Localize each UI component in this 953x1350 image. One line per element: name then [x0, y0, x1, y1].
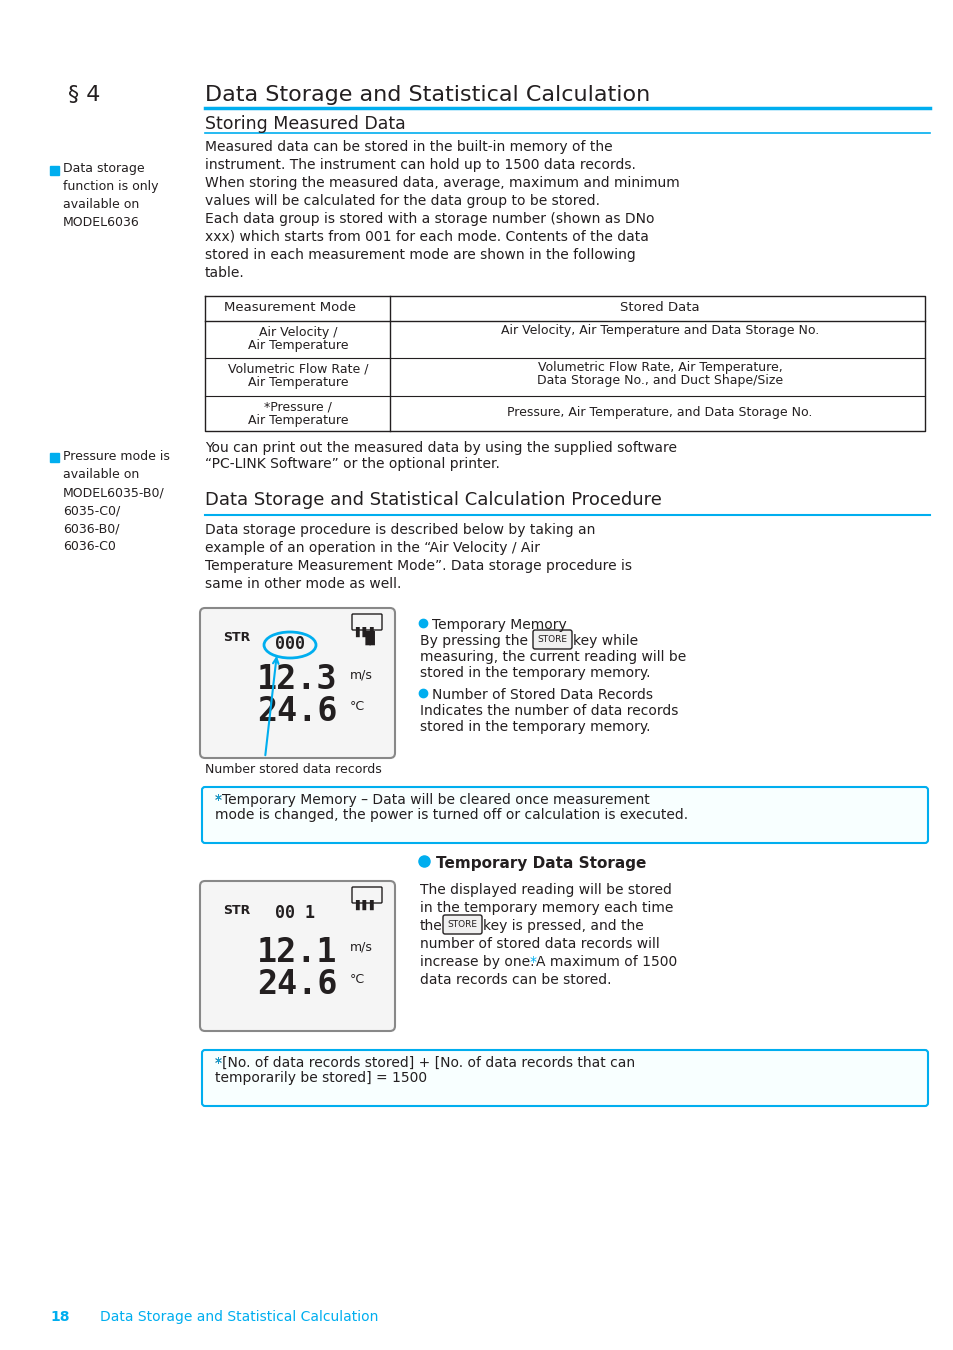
- Text: m/s: m/s: [350, 941, 373, 954]
- Text: Air Velocity, Air Temperature and Data Storage No.: Air Velocity, Air Temperature and Data S…: [500, 324, 819, 338]
- Text: Data Storage and Statistical Calculation Procedure: Data Storage and Statistical Calculation…: [205, 491, 661, 509]
- Text: the: the: [419, 919, 442, 933]
- Text: STORE: STORE: [447, 919, 476, 929]
- Text: 24.6: 24.6: [256, 695, 337, 728]
- Text: Data Storage No., and Duct Shape/Size: Data Storage No., and Duct Shape/Size: [537, 374, 782, 387]
- Text: ▌▌▌: ▌▌▌: [355, 626, 377, 637]
- Text: Indicates the number of data records: Indicates the number of data records: [419, 703, 678, 718]
- Text: Data Storage and Statistical Calculation: Data Storage and Statistical Calculation: [205, 85, 650, 105]
- Text: Stored Data: Stored Data: [619, 301, 700, 315]
- Text: instrument. The instrument can hold up to 1500 data records.: instrument. The instrument can hold up t…: [205, 158, 636, 171]
- FancyBboxPatch shape: [200, 608, 395, 757]
- Text: stored in the temporary memory.: stored in the temporary memory.: [419, 720, 650, 734]
- Text: Data Storage and Statistical Calculation: Data Storage and Statistical Calculation: [100, 1310, 378, 1324]
- Text: When storing the measured data, average, maximum and minimum: When storing the measured data, average,…: [205, 176, 679, 190]
- Text: mode is changed, the power is turned off or calculation is executed.: mode is changed, the power is turned off…: [214, 809, 687, 822]
- Text: *: *: [214, 792, 222, 807]
- FancyBboxPatch shape: [200, 882, 395, 1031]
- Text: Measured data can be stored in the built-in memory of the: Measured data can be stored in the built…: [205, 140, 612, 154]
- Text: stored in each measurement mode are shown in the following: stored in each measurement mode are show…: [205, 248, 635, 262]
- Bar: [50, 454, 59, 462]
- Text: xxx) which starts from 001 for each mode. Contents of the data: xxx) which starts from 001 for each mode…: [205, 230, 648, 244]
- Text: Air Temperature: Air Temperature: [248, 339, 348, 352]
- Text: Data storage procedure is described below by taking an: Data storage procedure is described belo…: [205, 522, 595, 537]
- Text: Volumetric Flow Rate /: Volumetric Flow Rate /: [228, 363, 368, 377]
- Text: Measurement Mode: Measurement Mode: [224, 301, 355, 315]
- Text: You can print out the measured data by using the supplied software: You can print out the measured data by u…: [205, 441, 677, 455]
- Text: stored in the temporary memory.: stored in the temporary memory.: [419, 666, 650, 680]
- Text: increase by one.: increase by one.: [419, 954, 538, 969]
- FancyBboxPatch shape: [202, 787, 927, 842]
- Bar: [50, 166, 59, 176]
- Text: Number stored data records: Number stored data records: [205, 763, 381, 776]
- Text: Data storage
function is only
available on
MODEL6036: Data storage function is only available …: [63, 162, 158, 230]
- Text: A maximum of 1500: A maximum of 1500: [536, 954, 677, 969]
- FancyBboxPatch shape: [202, 1050, 927, 1106]
- Text: data records can be stored.: data records can be stored.: [419, 973, 611, 987]
- Text: STORE: STORE: [537, 634, 566, 644]
- Text: °C: °C: [350, 973, 365, 985]
- Text: STR: STR: [223, 904, 250, 917]
- Text: 12.3: 12.3: [256, 663, 337, 697]
- Text: ▐▌: ▐▌: [359, 630, 381, 645]
- Text: example of an operation in the “Air Velocity / Air: example of an operation in the “Air Velo…: [205, 541, 539, 555]
- Text: *Pressure /: *Pressure /: [264, 401, 332, 414]
- Text: Each data group is stored with a storage number (shown as DNo: Each data group is stored with a storage…: [205, 212, 654, 225]
- Text: same in other mode as well.: same in other mode as well.: [205, 576, 401, 591]
- Text: “PC-LINK Software” or the optional printer.: “PC-LINK Software” or the optional print…: [205, 458, 499, 471]
- Text: Temporary Data Storage: Temporary Data Storage: [436, 856, 646, 871]
- Text: ▌▌▌: ▌▌▌: [355, 900, 377, 910]
- Text: Air Velocity /: Air Velocity /: [258, 325, 337, 339]
- Text: 00 1: 00 1: [274, 904, 314, 922]
- Text: STR: STR: [223, 630, 250, 644]
- Text: Air Temperature: Air Temperature: [248, 377, 348, 389]
- Text: temporarily be stored] = 1500: temporarily be stored] = 1500: [214, 1071, 427, 1085]
- Text: measuring, the current reading will be: measuring, the current reading will be: [419, 649, 685, 664]
- Text: Number of Stored Data Records: Number of Stored Data Records: [432, 688, 652, 702]
- Text: m/s: m/s: [350, 668, 373, 680]
- FancyBboxPatch shape: [533, 630, 572, 649]
- Text: *: *: [214, 1056, 222, 1071]
- Text: Pressure mode is
available on
MODEL6035-B0/
6035-C0/
6036-B0/
6036-C0: Pressure mode is available on MODEL6035-…: [63, 450, 170, 554]
- Text: By pressing the: By pressing the: [419, 634, 527, 648]
- Text: *[No. of data records stored] + [No. of data records that can: *[No. of data records stored] + [No. of …: [214, 1056, 635, 1071]
- Text: § 4: § 4: [68, 85, 100, 105]
- Text: °C: °C: [350, 701, 365, 713]
- Text: The displayed reading will be stored: The displayed reading will be stored: [419, 883, 671, 896]
- Text: Temporary Memory: Temporary Memory: [432, 618, 566, 632]
- Text: Volumetric Flow Rate, Air Temperature,: Volumetric Flow Rate, Air Temperature,: [537, 360, 781, 374]
- Text: table.: table.: [205, 266, 245, 279]
- Text: values will be calculated for the data group to be stored.: values will be calculated for the data g…: [205, 194, 599, 208]
- Text: key is pressed, and the: key is pressed, and the: [482, 919, 643, 933]
- Text: in the temporary memory each time: in the temporary memory each time: [419, 900, 673, 915]
- FancyBboxPatch shape: [442, 915, 481, 934]
- Text: Temperature Measurement Mode”. Data storage procedure is: Temperature Measurement Mode”. Data stor…: [205, 559, 631, 572]
- Text: *: *: [530, 954, 537, 969]
- Text: 24.6: 24.6: [256, 968, 337, 1000]
- Text: Pressure, Air Temperature, and Data Storage No.: Pressure, Air Temperature, and Data Stor…: [507, 406, 812, 418]
- Text: 000: 000: [274, 634, 305, 653]
- Text: 12.1: 12.1: [256, 936, 337, 969]
- Text: Storing Measured Data: Storing Measured Data: [205, 115, 405, 134]
- Text: key while: key while: [573, 634, 638, 648]
- Text: number of stored data records will: number of stored data records will: [419, 937, 659, 950]
- Text: Air Temperature: Air Temperature: [248, 414, 348, 427]
- Text: *Temporary Memory – Data will be cleared once measurement: *Temporary Memory – Data will be cleared…: [214, 792, 649, 807]
- Text: 18: 18: [50, 1310, 70, 1324]
